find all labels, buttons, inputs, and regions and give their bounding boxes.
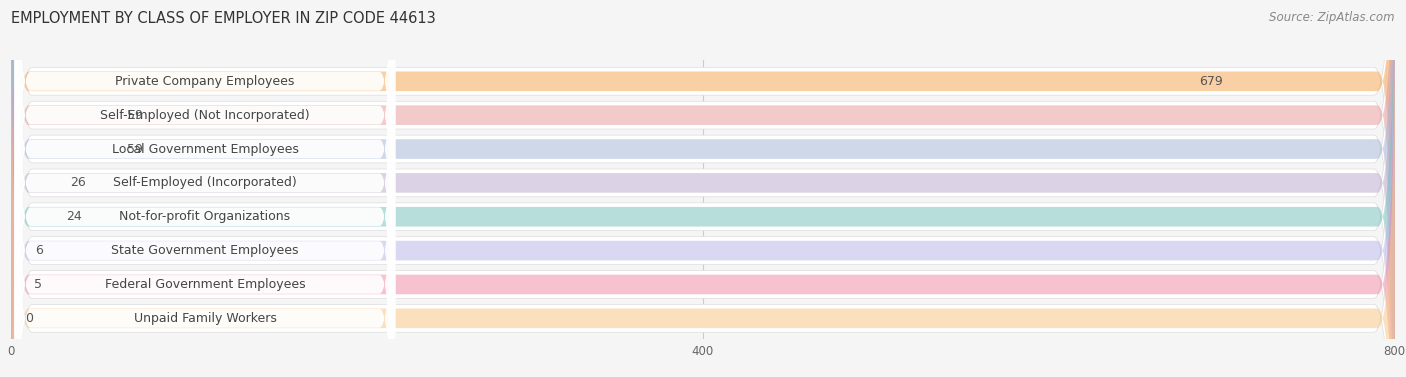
- FancyBboxPatch shape: [14, 23, 395, 377]
- FancyBboxPatch shape: [11, 0, 1395, 377]
- FancyBboxPatch shape: [11, 0, 1395, 377]
- Text: 59: 59: [127, 109, 143, 122]
- Text: Not-for-profit Organizations: Not-for-profit Organizations: [120, 210, 291, 223]
- FancyBboxPatch shape: [11, 0, 1395, 377]
- FancyBboxPatch shape: [11, 0, 1395, 377]
- FancyBboxPatch shape: [11, 0, 1395, 377]
- Text: Self-Employed (Not Incorporated): Self-Employed (Not Incorporated): [100, 109, 309, 122]
- FancyBboxPatch shape: [11, 0, 1395, 377]
- FancyBboxPatch shape: [11, 0, 1395, 377]
- Text: 26: 26: [70, 176, 86, 189]
- FancyBboxPatch shape: [14, 0, 395, 377]
- FancyBboxPatch shape: [14, 0, 395, 377]
- Text: 24: 24: [66, 210, 83, 223]
- FancyBboxPatch shape: [11, 0, 1395, 377]
- FancyBboxPatch shape: [11, 0, 1395, 377]
- FancyBboxPatch shape: [11, 0, 1395, 377]
- FancyBboxPatch shape: [14, 0, 395, 377]
- Text: State Government Employees: State Government Employees: [111, 244, 298, 257]
- Text: Unpaid Family Workers: Unpaid Family Workers: [134, 312, 277, 325]
- Text: 5: 5: [34, 278, 42, 291]
- FancyBboxPatch shape: [14, 0, 395, 377]
- FancyBboxPatch shape: [11, 0, 1395, 377]
- FancyBboxPatch shape: [11, 0, 1395, 377]
- FancyBboxPatch shape: [14, 0, 395, 377]
- Text: Private Company Employees: Private Company Employees: [115, 75, 295, 88]
- FancyBboxPatch shape: [11, 0, 1395, 377]
- FancyBboxPatch shape: [11, 0, 1395, 377]
- Text: EMPLOYMENT BY CLASS OF EMPLOYER IN ZIP CODE 44613: EMPLOYMENT BY CLASS OF EMPLOYER IN ZIP C…: [11, 11, 436, 26]
- FancyBboxPatch shape: [14, 0, 395, 377]
- Text: 59: 59: [127, 143, 143, 156]
- Text: 6: 6: [35, 244, 44, 257]
- Text: 679: 679: [1199, 75, 1223, 88]
- Text: Self-Employed (Incorporated): Self-Employed (Incorporated): [112, 176, 297, 189]
- Text: Federal Government Employees: Federal Government Employees: [104, 278, 305, 291]
- FancyBboxPatch shape: [11, 0, 1395, 377]
- Text: Source: ZipAtlas.com: Source: ZipAtlas.com: [1270, 11, 1395, 24]
- Text: Local Government Employees: Local Government Employees: [111, 143, 298, 156]
- Text: 0: 0: [25, 312, 34, 325]
- FancyBboxPatch shape: [14, 0, 395, 377]
- FancyBboxPatch shape: [11, 0, 1395, 377]
